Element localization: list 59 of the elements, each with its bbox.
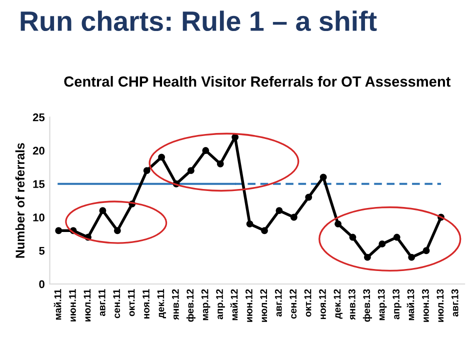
x-tick-label: сен.12 [290, 289, 297, 319]
point [305, 194, 312, 201]
point [276, 207, 283, 214]
point [99, 207, 106, 214]
x-tick-label: ноя.12 [319, 289, 326, 320]
point [187, 167, 194, 174]
x-tick-label: май.13 [406, 289, 414, 320]
y-tick-label: 20 [32, 146, 44, 155]
point [393, 234, 400, 241]
x-tick-label: дек.12 [334, 289, 342, 319]
point [422, 247, 430, 254]
point [334, 220, 342, 228]
point [408, 254, 416, 261]
x-tick-label: дек.11 [157, 289, 166, 318]
x-tick-label: фев.13 [362, 289, 372, 322]
y-tick-label: 10 [33, 214, 44, 222]
point [158, 154, 166, 161]
x-tick-label: авг.13 [451, 289, 458, 317]
point [114, 227, 121, 234]
point [378, 240, 386, 248]
point [349, 234, 356, 241]
x-tick-label: июн.11 [69, 289, 76, 322]
point [143, 167, 150, 174]
x-tick-label: июл.13 [436, 289, 444, 322]
chart-subtitle: Central CHP Health Visitor Referrals for OT Assessment [64, 76, 451, 87]
x-tick-label: окт.11 [128, 289, 135, 316]
x-tick-label: янв.13 [348, 289, 356, 320]
point [364, 254, 371, 261]
y-tick-label: 15 [33, 180, 45, 188]
point [246, 220, 254, 228]
x-tick-label: янв.12 [172, 289, 179, 320]
point [232, 134, 239, 141]
x-tick-label: май.12 [230, 289, 238, 320]
y-tick-label: 5 [39, 247, 45, 255]
x-tick-label: июн.12 [246, 289, 252, 322]
x-tick-label: июл.12 [260, 289, 268, 322]
x-tick-label: июн.13 [422, 289, 429, 322]
point [320, 174, 327, 181]
x-tick-label: окт.12 [304, 289, 312, 317]
y-tick-label: 25 [32, 113, 45, 122]
x-tick-label: фев.12 [186, 289, 196, 322]
x-tick-label: ноя.11 [142, 289, 150, 319]
y-tick-label: 0 [39, 280, 44, 288]
chart-title: Run charts: Rule 1 – a shift [20, 10, 377, 32]
x-tick-label: сен.11 [113, 289, 120, 318]
x-tick-label: апр.12 [216, 289, 225, 320]
point [261, 227, 268, 234]
x-tick-label: мар.13 [378, 289, 387, 320]
x-tick-label: июл.11 [84, 289, 91, 322]
point [202, 147, 210, 154]
x-tick-label: авг.11 [98, 289, 106, 316]
point [55, 227, 62, 234]
point [290, 214, 298, 221]
x-tick-label: авг.12 [274, 289, 282, 317]
x-tick-label: май.11 [54, 289, 62, 320]
x-tick-label: апр.13 [392, 289, 402, 320]
point [216, 160, 224, 168]
y-axis-title: Number of referrals [15, 143, 25, 258]
x-tick-label: мар.12 [201, 289, 210, 320]
